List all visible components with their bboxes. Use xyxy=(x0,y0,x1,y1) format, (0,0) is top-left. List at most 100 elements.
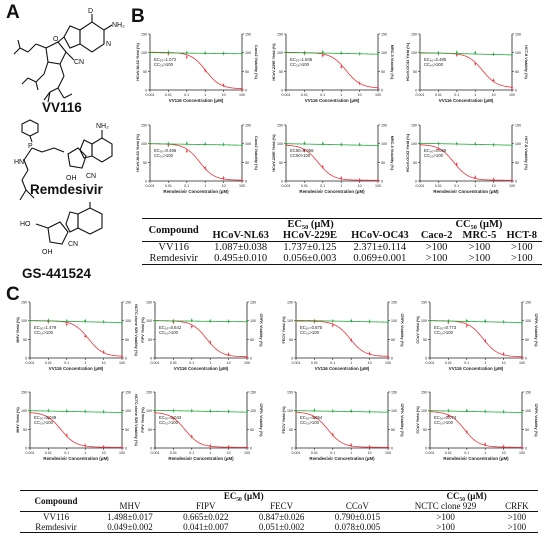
yield-point xyxy=(474,62,477,65)
viability-curve xyxy=(429,410,523,413)
y2-axis-label: NCTC clone 929 Viability (%) xyxy=(134,304,138,356)
x-tick-label: 0.001 xyxy=(282,93,291,97)
y2-tick-label: 0 xyxy=(250,357,252,361)
yield-point xyxy=(47,417,50,420)
yield-point xyxy=(209,444,212,447)
table-b-subheader: HCT-8 xyxy=(506,230,538,241)
y2-tick-label: 0 xyxy=(515,89,517,93)
viability-point xyxy=(185,51,188,54)
x-tick-label: 0.001 xyxy=(26,361,35,365)
chart-svg: 0 0 50 50 100 100 150 150 0.001 0.01 0.1 1 10 100 Remd… xyxy=(16,391,138,462)
table-c-header-ec50: EC₅₀ (μM) xyxy=(223,491,264,501)
x-axis-label: VV116 Concentration (μM) xyxy=(174,366,229,371)
table-cell: 1.498±0.017 xyxy=(107,512,153,522)
viability-point xyxy=(190,319,193,322)
table-b-header-ec50: EC₅₀ (μM) xyxy=(287,219,334,230)
nh2-label-2: NH₂ xyxy=(96,123,109,130)
chart-axes xyxy=(29,392,123,449)
y-tick-label: 0 xyxy=(415,180,417,184)
yield-point xyxy=(185,150,188,153)
viability-point xyxy=(521,411,523,414)
yield-curve xyxy=(150,51,243,90)
yield-point xyxy=(246,446,248,449)
dose-response-chart: 0 0 50 50 100 100 150 150 0.001 0.01 0.1 1 10 100 VV11… xyxy=(404,30,530,106)
y-tick-label: 50 xyxy=(289,338,293,342)
table-row: Remdesivir 0.049±0.002 0.041±0.007 0.051… xyxy=(20,522,538,533)
y-tick-label: 100 xyxy=(421,409,427,413)
y-axis-label: FECV Yield (%) xyxy=(282,406,286,434)
yield-point xyxy=(368,352,371,355)
viability-point xyxy=(368,410,371,413)
chart-axes xyxy=(419,34,513,91)
x-tick-label: 0.01 xyxy=(301,93,308,97)
yield-point xyxy=(84,444,87,447)
y-axis-label: HCoV-OC43 Yield (%) xyxy=(406,42,410,81)
ec50-annotation: EC50=0.056 xyxy=(290,148,314,153)
y-tick-label: 50 xyxy=(289,428,293,432)
y2-tick-label: 0 xyxy=(250,447,252,451)
y-axis-label: FIPV Yield (%) xyxy=(141,407,145,433)
cc50-annotation: CC₅₀>100 xyxy=(424,62,444,67)
table-cell: 2.371±0.114 xyxy=(353,242,407,253)
viability-point xyxy=(465,319,468,322)
x-tick-label: 0.001 xyxy=(416,184,425,188)
ec50-annotation: EC₅₀=2.485 xyxy=(424,57,447,62)
viability-point xyxy=(246,320,248,323)
x-tick-label: 0.001 xyxy=(426,451,435,455)
viability-point xyxy=(358,143,361,146)
x-tick-label: 100 xyxy=(509,184,515,188)
table-b: Compound EC₅₀ (μM) CC₅₀ (μM) HCoV-NL63 H… xyxy=(142,218,542,265)
y2-tick-label: 100 xyxy=(125,319,131,323)
table-b-subheader: HCoV-OC43 xyxy=(351,230,409,241)
cn-label-3: CN xyxy=(68,241,78,248)
yield-curve xyxy=(429,411,522,448)
viability-point xyxy=(121,411,123,414)
y2-tick-label: 150 xyxy=(391,391,397,395)
ec50-annotation: EC₅₀=0.054 xyxy=(300,415,323,420)
y2-tick-label: 0 xyxy=(391,357,393,361)
x-tick-label: 10 xyxy=(222,184,226,188)
viability-point xyxy=(340,52,343,54)
chart-svg: 0 0 50 50 100 100 150 150 0.001 0.01 0.1 1 10 100 VV11… xyxy=(406,33,528,104)
viability-point xyxy=(295,319,297,322)
table-c-header-compound: Compound xyxy=(34,496,78,506)
dose-response-chart: 0 0 50 50 100 100 150 150 0.001 0.01 0.1 1 10 100 VV11… xyxy=(270,30,396,106)
yield-point xyxy=(465,431,468,433)
viability-point xyxy=(429,319,431,322)
y-tick-label: 50 xyxy=(148,428,152,432)
table-cell: 1.087±0.038 xyxy=(214,242,268,253)
viability-point xyxy=(474,143,477,145)
cc50-annotation: CC₅₀>100 xyxy=(159,330,179,335)
chart-svg: 0 0 50 50 100 100 150 150 0.001 0.01 0.1 1 10 100 VV11… xyxy=(16,301,138,372)
yield-point xyxy=(474,176,477,179)
viability-point xyxy=(204,143,207,145)
yield-curve xyxy=(285,144,378,181)
yield-point xyxy=(222,177,225,179)
yield-point xyxy=(484,339,487,342)
viability-point xyxy=(492,143,495,146)
y-axis-label: MHV Yield (%) xyxy=(16,407,20,433)
yield-point xyxy=(521,355,523,358)
x-tick-label: 1 xyxy=(484,361,486,365)
x-tick-label: 100 xyxy=(385,451,391,455)
viability-point xyxy=(502,410,505,413)
y2-axis-label: NCTC clone 929 Viability (%) xyxy=(134,394,138,446)
y2-tick-label: 150 xyxy=(250,391,256,395)
vv116-label: VV116 xyxy=(42,100,82,115)
viability-point xyxy=(65,410,68,412)
viability-point xyxy=(204,52,207,54)
y-tick-label: 50 xyxy=(279,70,283,74)
y2-tick-label: 100 xyxy=(515,51,521,55)
y-axis-label: CCoV Yield (%) xyxy=(416,316,420,344)
y-tick-label: 50 xyxy=(148,338,152,342)
table-cell: VV116 xyxy=(42,512,70,522)
x-tick-label: 0.01 xyxy=(311,451,318,455)
viability-point xyxy=(47,319,50,322)
yield-point xyxy=(350,444,353,446)
table-cell: >100 xyxy=(436,522,455,532)
y2-tick-label: 150 xyxy=(381,33,387,37)
cc50-annotation: CC₅₀>100 xyxy=(154,153,174,158)
y2-tick-label: 50 xyxy=(245,70,249,74)
viability-point xyxy=(511,54,513,56)
y2-tick-label: 150 xyxy=(125,301,131,305)
